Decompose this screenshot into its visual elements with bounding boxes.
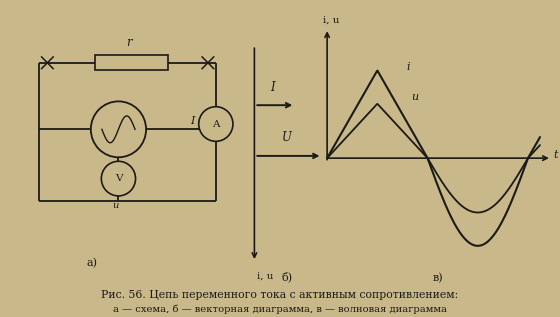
Text: а): а) — [87, 257, 97, 268]
Text: i: i — [407, 62, 410, 72]
Text: V: V — [115, 174, 122, 183]
Circle shape — [91, 101, 146, 157]
Text: U: U — [282, 131, 292, 144]
Text: Рис. 56. Цепь переменного тока с активным сопротивлением:: Рис. 56. Цепь переменного тока с активны… — [101, 289, 459, 300]
Text: б): б) — [282, 271, 293, 282]
Circle shape — [199, 107, 233, 141]
Bar — [95, 55, 169, 70]
Text: I: I — [270, 81, 274, 94]
Text: u: u — [412, 92, 419, 102]
Text: t: t — [553, 150, 558, 160]
Text: i, u: i, u — [323, 16, 339, 25]
Text: i, u: i, u — [257, 271, 273, 280]
Text: в): в) — [433, 273, 444, 283]
Text: u: u — [113, 201, 119, 210]
Text: A: A — [212, 120, 220, 128]
Text: I: I — [190, 116, 195, 126]
Circle shape — [101, 161, 136, 196]
Text: а — схема, б — векторная диаграмма, в — волновая диаграмма: а — схема, б — векторная диаграмма, в — … — [113, 304, 447, 314]
Text: r: r — [126, 36, 132, 49]
